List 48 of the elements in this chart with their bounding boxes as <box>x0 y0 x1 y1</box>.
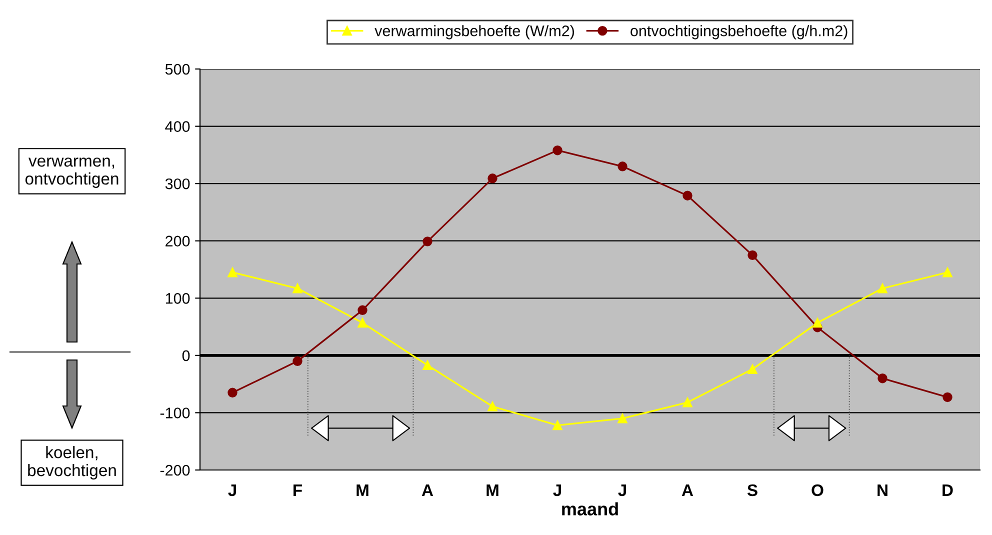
y-tick-label: 400 <box>165 121 190 132</box>
x-tick-label: J <box>618 484 626 496</box>
point <box>552 145 562 156</box>
point <box>552 420 562 430</box>
point <box>682 398 692 408</box>
point <box>488 174 498 184</box>
point <box>748 250 758 260</box>
x-tick-label: J <box>228 484 236 496</box>
point <box>422 360 432 370</box>
y-tick-label: -200 <box>160 464 190 476</box>
legend-label: ontvochtigingsbehoefte (g/h.m2) <box>630 25 848 40</box>
y-tick-label: 100 <box>166 293 190 304</box>
y-tick-label: 300 <box>165 178 190 190</box>
x-tick-label: N <box>878 484 888 496</box>
point <box>618 162 628 172</box>
x-tick-label: M <box>356 484 368 496</box>
point <box>228 388 238 398</box>
point <box>358 318 368 328</box>
point <box>422 236 432 246</box>
x-tick-label: F <box>294 484 302 496</box>
text: koelen, bevochtigen <box>28 446 116 480</box>
x-tick-label: M <box>486 484 498 496</box>
point <box>812 318 822 328</box>
point <box>488 402 498 412</box>
text: verwarmen, ontvochtigen <box>25 158 118 188</box>
point <box>878 373 888 384</box>
point <box>748 364 758 374</box>
x-tick-label: O <box>812 484 824 496</box>
y-tick-label: 200 <box>166 236 190 247</box>
y-tick-label: 0 <box>182 350 190 362</box>
y-tick-label: -100 <box>160 408 190 418</box>
point <box>682 190 692 200</box>
point <box>942 392 952 402</box>
point <box>878 284 888 294</box>
legend-label: verwarmingsbehoefte (W/m2) <box>374 25 574 40</box>
point <box>292 356 302 366</box>
point <box>228 268 238 278</box>
x-tick-label: D <box>942 484 953 496</box>
x-tick-label: S <box>747 484 758 496</box>
x-tick-label: A <box>422 484 434 496</box>
y-tick-label: 500 <box>165 64 190 75</box>
point <box>942 268 952 278</box>
point <box>358 305 368 316</box>
x-tick-label: J <box>553 484 561 496</box>
point <box>292 284 302 294</box>
x-axis-title: maand <box>562 502 618 516</box>
x-tick-label: A <box>682 484 694 496</box>
point <box>618 414 628 424</box>
